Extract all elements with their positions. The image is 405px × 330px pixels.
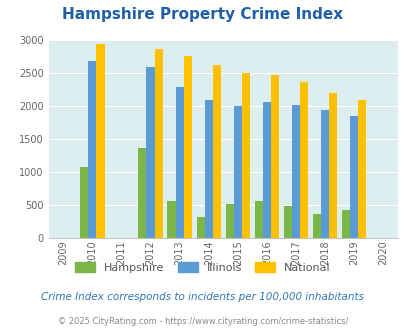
Bar xyxy=(167,201,175,238)
Bar xyxy=(262,102,271,238)
Bar xyxy=(254,201,262,238)
Bar xyxy=(358,100,366,238)
Bar xyxy=(88,61,96,238)
Text: Hampshire Property Crime Index: Hampshire Property Crime Index xyxy=(62,7,343,21)
Text: © 2025 CityRating.com - https://www.cityrating.com/crime-statistics/: © 2025 CityRating.com - https://www.city… xyxy=(58,317,347,326)
Bar xyxy=(138,148,146,238)
Bar xyxy=(196,217,204,238)
Bar xyxy=(96,44,104,238)
Bar xyxy=(349,115,358,238)
Bar xyxy=(271,75,279,238)
Bar xyxy=(283,206,291,238)
Bar xyxy=(291,105,299,238)
Bar xyxy=(320,110,328,238)
Bar xyxy=(204,100,212,238)
Bar xyxy=(225,204,233,238)
Bar xyxy=(154,49,162,238)
Bar xyxy=(328,93,337,238)
Bar xyxy=(299,82,307,238)
Bar xyxy=(241,73,249,238)
Text: Crime Index corresponds to incidents per 100,000 inhabitants: Crime Index corresponds to incidents per… xyxy=(41,292,364,302)
Bar xyxy=(80,167,88,238)
Bar xyxy=(312,214,320,238)
Bar xyxy=(212,65,220,238)
Bar xyxy=(341,210,349,238)
Legend: Hampshire, Illinois, National: Hampshire, Illinois, National xyxy=(70,258,335,277)
Bar xyxy=(233,106,241,238)
Bar xyxy=(175,87,183,238)
Bar xyxy=(183,56,192,238)
Bar xyxy=(146,67,154,238)
